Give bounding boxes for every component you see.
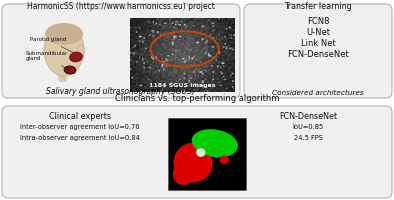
Text: Submandibular
gland: Submandibular gland — [26, 51, 68, 68]
Text: Clinicians vs. top-performing algorithm: Clinicians vs. top-performing algorithm — [115, 94, 279, 103]
Text: Parotid gland: Parotid gland — [30, 38, 74, 53]
Text: FCN-DenseNet: FCN-DenseNet — [287, 50, 349, 59]
Text: Salivary gland ultrasonography (SGUS): Salivary gland ultrasonography (SGUS) — [46, 87, 195, 96]
Ellipse shape — [219, 155, 229, 164]
Text: Inter-observer agreement IoU=0.76: Inter-observer agreement IoU=0.76 — [20, 124, 140, 130]
Ellipse shape — [196, 148, 205, 157]
Text: HarmonicSS (https://www.harmonicss.eu) project: HarmonicSS (https://www.harmonicss.eu) p… — [27, 2, 215, 11]
Text: 24.5 FPS: 24.5 FPS — [294, 135, 322, 141]
Text: FCN-DenseNet: FCN-DenseNet — [279, 112, 337, 121]
Text: Considered architectures: Considered architectures — [272, 90, 364, 96]
Text: Clinical experts: Clinical experts — [49, 112, 111, 121]
Ellipse shape — [173, 163, 195, 185]
Ellipse shape — [173, 143, 212, 182]
Text: Intra-observer agreement IoU=0.84: Intra-observer agreement IoU=0.84 — [20, 135, 140, 141]
Text: Link Net: Link Net — [301, 39, 335, 48]
FancyBboxPatch shape — [2, 106, 392, 198]
FancyBboxPatch shape — [244, 4, 392, 98]
Text: FCN8: FCN8 — [307, 17, 329, 26]
Text: U-Net: U-Net — [306, 28, 330, 37]
Ellipse shape — [191, 129, 238, 157]
Bar — [168, 118, 246, 190]
Text: Transfer learning: Transfer learning — [284, 2, 352, 11]
Polygon shape — [58, 74, 67, 82]
Ellipse shape — [64, 66, 76, 74]
FancyBboxPatch shape — [2, 4, 240, 98]
Text: 1184 SGUS images: 1184 SGUS images — [149, 83, 216, 88]
Ellipse shape — [64, 66, 76, 74]
Ellipse shape — [45, 23, 83, 45]
Ellipse shape — [69, 52, 82, 62]
Text: IoU=0.85: IoU=0.85 — [292, 124, 323, 130]
Ellipse shape — [78, 45, 84, 55]
Bar — [130, 18, 235, 92]
Ellipse shape — [57, 61, 75, 75]
Ellipse shape — [44, 24, 84, 76]
